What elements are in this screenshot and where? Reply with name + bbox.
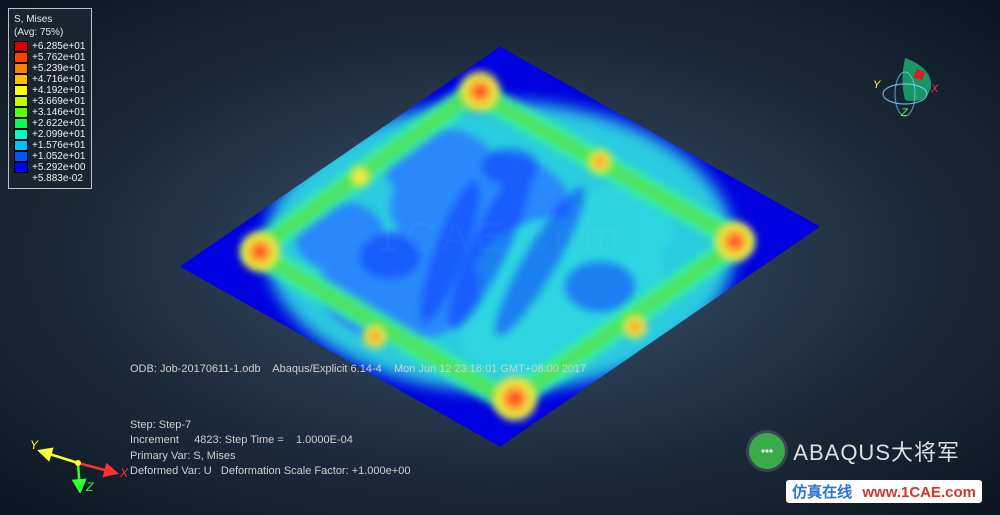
coord-triad[interactable]: X Y Z — [28, 413, 128, 493]
tagline-url: www.1CAE.com — [862, 484, 976, 501]
view-gizmo-svg: X Y Z — [865, 50, 945, 130]
tagline: 仿真在线 www.1CAE.com — [786, 480, 982, 503]
legend-swatch — [14, 52, 28, 63]
legend-swatch — [14, 162, 28, 173]
legend-swatch — [14, 129, 28, 140]
legend: S, Mises (Avg: 75%) +6.285e+01+5.762e+01… — [8, 8, 92, 189]
legend-swatch — [14, 74, 28, 85]
step-block: Step: Step-7 Increment 4823: Step Time =… — [130, 418, 586, 480]
legend-swatch — [14, 41, 28, 52]
chat-icon — [749, 433, 785, 469]
legend-row: +5.883e-02 — [14, 173, 85, 184]
svg-text:X: X — [119, 466, 128, 480]
legend-swatch — [14, 140, 28, 151]
legend-value: +5.883e-02 — [32, 172, 83, 185]
tagline-cn: 仿真在线 — [792, 484, 852, 501]
svg-text:Z: Z — [85, 480, 94, 493]
odb-line: ODB: Job-20170611-1.odb Abaqus/Explicit … — [130, 362, 586, 377]
svg-text:Y: Y — [30, 438, 39, 452]
legend-title-1: S, Mises — [14, 13, 85, 26]
legend-swatch — [14, 63, 28, 74]
brand: ABAQUS大将军 — [749, 433, 960, 469]
view-gizmo[interactable]: X Y Z — [865, 50, 945, 130]
svg-text:Y: Y — [873, 79, 881, 91]
legend-title-2: (Avg: 75%) — [14, 26, 85, 39]
brand-text: ABAQUS大将军 — [793, 435, 960, 467]
svg-text:Z: Z — [900, 107, 909, 119]
legend-swatch — [14, 96, 28, 107]
legend-swatch — [14, 107, 28, 118]
legend-swatch — [14, 118, 28, 129]
triad-svg: X Y Z — [28, 413, 128, 493]
legend-rows: +6.285e+01+5.762e+01+5.239e+01+4.716e+01… — [14, 41, 85, 184]
status-info: ODB: Job-20170611-1.odb Abaqus/Explicit … — [130, 331, 586, 495]
legend-swatch — [14, 85, 28, 96]
svg-text:X: X — [930, 83, 939, 95]
legend-swatch — [14, 151, 28, 162]
